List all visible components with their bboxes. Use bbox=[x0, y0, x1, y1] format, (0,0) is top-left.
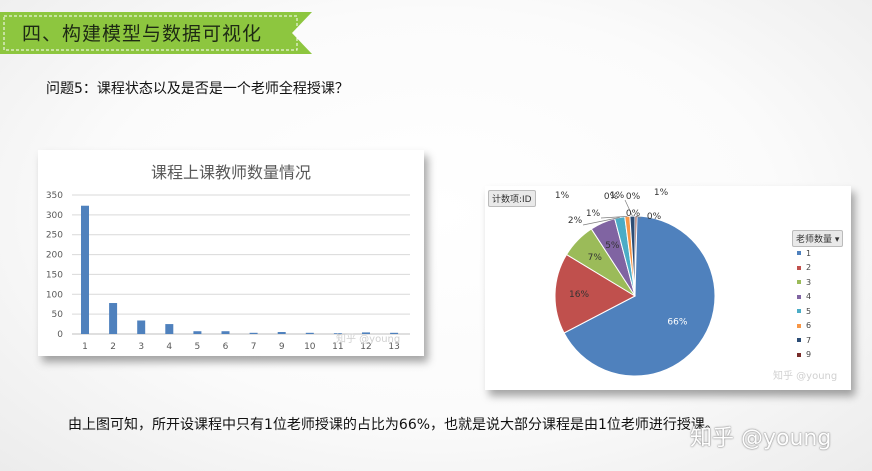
legend-swatch bbox=[797, 309, 801, 314]
question-text: 问题5：课程状态以及是否是一个老师全程授课？ bbox=[46, 81, 349, 97]
x-tick-label: 1 bbox=[82, 342, 88, 352]
legend-label: 2 bbox=[806, 263, 812, 273]
bar bbox=[81, 205, 89, 334]
slice-label: 5% bbox=[605, 241, 620, 251]
x-tick-label: 3 bbox=[138, 342, 144, 352]
pie-slice bbox=[563, 215, 716, 377]
pie-slice bbox=[554, 253, 637, 334]
chart-watermark-2: 知乎 @young bbox=[773, 371, 838, 382]
legend-item: 5 bbox=[797, 304, 811, 319]
y-tick-label: 150 bbox=[46, 270, 63, 280]
leader-line bbox=[582, 217, 620, 226]
slice-label: 0% bbox=[626, 192, 641, 202]
y-tick-label: 50 bbox=[52, 310, 64, 320]
legend-item: 7 bbox=[797, 333, 811, 348]
watermark: 知乎 @young bbox=[690, 426, 832, 451]
slice-label: 1% bbox=[610, 191, 625, 201]
bar bbox=[333, 333, 342, 334]
bar bbox=[165, 324, 174, 334]
x-tick-label: 4 bbox=[166, 342, 172, 352]
legend-swatch bbox=[797, 280, 801, 285]
slice-label: 1% bbox=[555, 191, 570, 201]
bar bbox=[305, 332, 314, 334]
slice-label: 0% bbox=[647, 212, 662, 222]
leader-line bbox=[635, 215, 642, 219]
section-banner: 四、构建模型与数据可视化 bbox=[0, 12, 312, 54]
slice-label: 16% bbox=[569, 290, 589, 300]
x-tick-label: 9 bbox=[279, 342, 285, 352]
bar bbox=[221, 331, 230, 334]
slice-label: 1% bbox=[586, 209, 601, 219]
banner-shape bbox=[0, 12, 312, 54]
bar bbox=[277, 332, 286, 334]
field-button[interactable]: 计数项:ID bbox=[488, 190, 536, 207]
slice-label: 0% bbox=[604, 192, 619, 202]
legend-swatch bbox=[797, 294, 801, 299]
bar bbox=[137, 320, 146, 334]
legend-title: 老师数量 bbox=[796, 235, 833, 245]
y-tick-label: 250 bbox=[46, 231, 63, 241]
legend-item: 2 bbox=[797, 261, 811, 276]
legend-label: 1 bbox=[806, 248, 812, 258]
legend-swatch bbox=[797, 251, 801, 256]
y-tick-label: 350 bbox=[46, 191, 63, 201]
bar-chart-title: 课程上课教师数量情况 bbox=[150, 163, 311, 182]
legend-swatch bbox=[797, 352, 801, 357]
x-tick-label: 13 bbox=[388, 342, 399, 352]
legend-item: 6 bbox=[797, 319, 811, 334]
dropdown-arrow-icon: ▾ bbox=[834, 235, 840, 245]
leader-line bbox=[600, 216, 628, 219]
legend-label: 5 bbox=[806, 306, 812, 316]
y-tick-label: 300 bbox=[46, 211, 63, 221]
y-tick-label: 100 bbox=[46, 290, 63, 300]
chart-watermark: 知乎 @young bbox=[336, 334, 401, 345]
slice-label: 7% bbox=[588, 253, 603, 263]
pie-chart-card: 计数项:ID 66% 16% 7% 5% 2% 1% 1% 0% 1% 0% 0% 1% 0% 老师数量… bbox=[485, 186, 851, 390]
x-tick-label: 7 bbox=[251, 342, 257, 352]
bar bbox=[362, 332, 370, 334]
bar bbox=[390, 332, 399, 334]
bar bbox=[109, 303, 118, 334]
legend-item: 1 bbox=[797, 246, 811, 261]
leader-line bbox=[624, 199, 633, 217]
pie-chart: 66%16%7%5%2%1%1%0%1% 0% 0% 1%0% bbox=[554, 188, 716, 377]
x-tick-label: 12 bbox=[360, 342, 371, 352]
slice-label: 0% bbox=[626, 209, 641, 219]
legend-swatch bbox=[797, 338, 801, 343]
y-tick-label: 200 bbox=[46, 251, 63, 261]
pie-slice bbox=[634, 215, 638, 297]
pie-legend: 1 2 3 4 5 6 7 9 bbox=[797, 246, 811, 362]
legend-item: 4 bbox=[797, 290, 811, 305]
slice-label: 1% bbox=[654, 188, 669, 198]
legend-label: 7 bbox=[806, 335, 812, 345]
x-tick-label: 5 bbox=[195, 342, 201, 352]
legend-item: 3 bbox=[797, 275, 811, 290]
conclusion-text: 由上图可知，所开设课程中只有1位老师授课的占比为66%，也就是说大部分课程是由1… bbox=[68, 417, 719, 433]
x-tick-label: 10 bbox=[304, 342, 316, 352]
x-tick-label: 11 bbox=[332, 342, 343, 352]
y-tick-label: 0 bbox=[57, 330, 63, 340]
x-tick-label: 2 bbox=[110, 342, 116, 352]
legend-filter-button[interactable]: 老师数量 ▾ bbox=[792, 230, 844, 247]
bar bbox=[249, 332, 258, 334]
legend-label: 6 bbox=[806, 321, 812, 331]
bar-chart-card: 课程上课教师数量情况 0 50 100 150 200 250 300 350 1 2 3 4 5 6 7 9… bbox=[38, 150, 424, 356]
legend-label: 3 bbox=[806, 277, 812, 287]
section-title: 四、构建模型与数据可视化 bbox=[22, 23, 263, 45]
legend-label: 4 bbox=[806, 292, 812, 302]
legend-swatch bbox=[797, 265, 801, 270]
slice-label: 2% bbox=[568, 216, 583, 226]
bar bbox=[193, 331, 202, 334]
legend-label: 9 bbox=[806, 350, 812, 360]
slice-label: 66% bbox=[667, 318, 687, 328]
legend-swatch bbox=[797, 323, 801, 328]
x-tick-label: 6 bbox=[223, 342, 229, 352]
legend-item: 9 bbox=[797, 348, 811, 363]
